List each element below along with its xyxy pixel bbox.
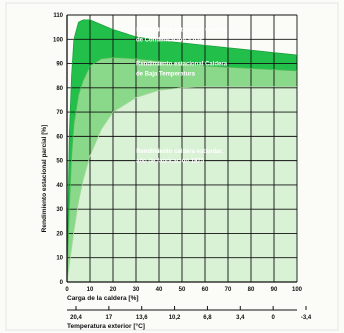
x-tick-label: 60 [202,287,209,293]
x-axis-title: Carga de la caldera [%] [67,295,139,302]
x-tick-label: 50 [179,287,186,293]
y-tick-label: 80 [56,86,63,92]
annotation-label: Rendimiento estacional Caldera [136,62,228,68]
y-tick-label: 10 [56,256,63,262]
series-line-layer [66,19,298,283]
x-tick-label: 70 [225,287,232,293]
x-tick-label: 0 [65,287,69,293]
temperature-tick-label: 3,4 [236,315,245,321]
x-tick-label: 90 [271,287,278,293]
y-tick-label: 70 [56,110,63,116]
series-line-3 [66,86,297,283]
y-tick-label: 40 [56,183,63,189]
x-tick-label: 20 [110,287,117,293]
y-tick-label: 110 [53,13,63,19]
series-line-2 [66,57,298,283]
annotation-label: año de fabricación 1975 [136,159,205,165]
axes-layer [66,15,307,311]
x-tick-label: 10 [87,287,94,293]
temperature-axis-title: Temperatura exterior [°C] [67,322,145,330]
temperature-tick-label: 10,2 [169,315,181,321]
y-tick-label: 20 [56,231,63,237]
temperature-tick-label: -3,4 [301,315,312,321]
y-tick-label: 0 [60,280,64,286]
temperature-tick-label: 6,8 [203,315,212,321]
temperature-tick-label: 17 [106,315,113,321]
temperature-tick-label: 13,6 [136,315,148,321]
y-tick-label: 60 [56,134,63,140]
chart-border [5,2,339,331]
label-layer: 0 10 20 30 40 50 60 70 80 90 100 110 0 10 20 30 40 50 60 70… [41,13,312,330]
x-tick-label: 100 [292,287,303,293]
y-tick-label: 30 [56,207,63,213]
y-tick-label: 100 [53,37,64,43]
x-tick-label: 30 [133,287,140,293]
annotation-label: Rendimiento estacional Caldera [136,28,228,34]
y-tick-label: 90 [56,62,63,68]
annotation-label: Rendimiento caldera estándar, [136,149,223,155]
annotation-label: de Condensación a gas [136,37,204,43]
y-tick-label: 50 [56,159,63,165]
annotation-label: de Baja Temperatura [136,71,196,77]
temperature-tick-label: 0 [271,315,275,321]
y-axis-title: Rendimiento estacional parcial [%] [41,125,48,233]
x-tick-label: 80 [248,287,255,293]
x-tick-label: 40 [156,287,163,293]
temperature-tick-label: 20,4 [70,315,82,321]
series-line-1 [66,19,298,283]
